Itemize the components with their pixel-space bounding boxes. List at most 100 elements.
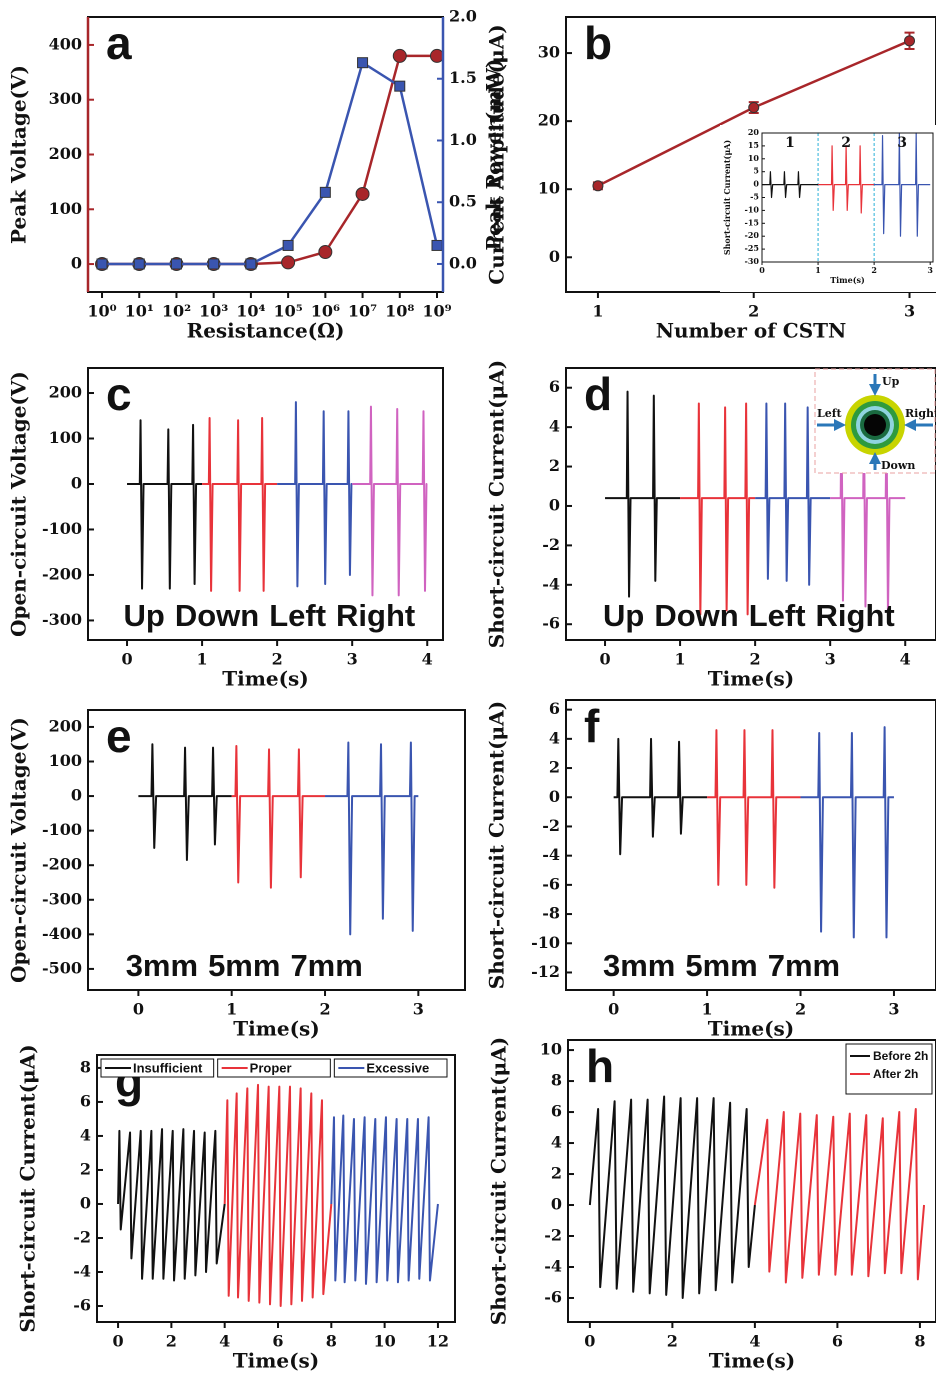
y-axis-title: Short-circuit Current(μA) xyxy=(485,360,509,648)
y-tick-label: 0 xyxy=(71,473,82,492)
panel-label: a xyxy=(106,17,132,69)
x-tick-label: 2 xyxy=(795,1000,806,1019)
legend-label: 3mm xyxy=(126,948,198,983)
y-tick-label: -8 xyxy=(542,904,560,923)
y-tick-label: 6 xyxy=(80,1091,91,1110)
y-tick-label: 0 xyxy=(549,495,560,514)
legend-label: Proper xyxy=(250,1060,292,1075)
y-tick-label: -25 xyxy=(745,243,759,253)
y-tick-label: -5 xyxy=(750,192,759,202)
legend-label: 3 xyxy=(897,135,907,151)
y-tick-label: 8 xyxy=(551,1071,562,1090)
y-tick-label: -30 xyxy=(745,256,760,266)
x-tick-label: 8 xyxy=(914,1332,925,1351)
y-tick-label: 0 xyxy=(71,786,82,805)
x-tick-label: 10⁷ xyxy=(348,302,377,321)
y-tick-label: 0 xyxy=(551,1195,562,1214)
y-tick-label: 6 xyxy=(549,699,560,718)
x-tick-label: 10⁹ xyxy=(422,302,451,321)
y-tick-label: 100 xyxy=(49,751,82,770)
x-tick-label: 4 xyxy=(749,1332,760,1351)
series-line xyxy=(102,61,439,266)
y-tick-label: -10 xyxy=(531,933,560,952)
series-line xyxy=(127,419,203,590)
legend-label: 7mm xyxy=(290,948,362,983)
y2-tick-label: 1.0 xyxy=(449,130,477,149)
series-line xyxy=(102,54,437,266)
y-axis-title: Peak Voltage(V) xyxy=(7,65,31,244)
plot-frame xyxy=(567,1039,936,1323)
y-tick-label: -4 xyxy=(542,845,560,864)
panel-label: f xyxy=(584,700,600,752)
x-tick-label: 10 xyxy=(373,1332,395,1351)
x-tick-label: 2 xyxy=(319,1000,330,1019)
x-tick-label: 0 xyxy=(121,650,132,669)
x-tick-label: 3 xyxy=(927,265,933,275)
orientation-inset: Up Left Right Down xyxy=(814,368,936,474)
x-axis-title: Time(s) xyxy=(708,1017,795,1041)
x-tick-label: 6 xyxy=(272,1332,283,1351)
x-tick-label: 2 xyxy=(748,302,759,321)
y-tick-label: -2 xyxy=(542,535,560,554)
marker xyxy=(170,258,182,270)
marker xyxy=(319,186,331,198)
x-axis-title: Resistance(Ω) xyxy=(187,319,345,343)
marker xyxy=(392,48,407,63)
marker xyxy=(429,48,444,63)
marker xyxy=(394,80,406,92)
series-line xyxy=(613,737,708,856)
y-tick-label: 4 xyxy=(549,728,560,747)
y-tick-label: 100 xyxy=(49,199,82,218)
y-tick-label: 0 xyxy=(549,787,560,806)
y-tick-label: 200 xyxy=(49,716,82,735)
legend-label: Left xyxy=(749,598,806,633)
x-tick-label: 1 xyxy=(702,1000,713,1019)
x-tick-label: 1 xyxy=(815,265,821,275)
y-tick-label: -4 xyxy=(73,1262,91,1281)
plot-frame xyxy=(565,699,936,991)
legend-label: Down xyxy=(654,598,738,633)
y-tick-label: -2 xyxy=(73,1227,91,1246)
legend-label: 5mm xyxy=(685,948,757,983)
y-tick-label: -20 xyxy=(745,230,760,240)
y-tick-label: -2 xyxy=(542,816,560,835)
y-tick-label: 0 xyxy=(71,254,82,273)
x-tick-label: 1 xyxy=(226,1000,237,1019)
legend-box xyxy=(217,1058,331,1078)
marker xyxy=(904,35,916,47)
y-axis-title: Short-circuit Current(μA) xyxy=(722,140,732,256)
x-tick-label: 2 xyxy=(272,650,283,669)
x-axis-title: Time(s) xyxy=(233,1017,320,1041)
series-line xyxy=(874,132,931,237)
panel: -6 -4 -2 0 2 4 6 8 10 0 2 4 6 8 Time(s) Short-circuit C… xyxy=(487,1037,936,1373)
y-tick-label: -200 xyxy=(42,855,82,874)
y-tick-label: -15 xyxy=(745,217,759,227)
series-line xyxy=(231,744,326,889)
x-axis-title: Time(s) xyxy=(709,1349,796,1373)
y2-tick-label: 2.0 xyxy=(449,7,477,26)
x-tick-label: 0 xyxy=(584,1332,595,1351)
y-tick-label: 20 xyxy=(538,111,560,130)
panel: -300 -200 -100 0 100 200 0 1 2 3 4 Time(s) Open-circ… xyxy=(7,367,444,691)
y-axis-title: Short-circuit Current(μA) xyxy=(16,1044,40,1332)
y-axis-title: Open-circuit Voltage(V) xyxy=(7,371,31,637)
y-tick-label: -400 xyxy=(42,924,82,943)
series-line xyxy=(202,417,278,592)
y-tick-label: 6 xyxy=(549,377,560,396)
y-tick-label: 0 xyxy=(753,179,759,189)
legend-label: 3mm xyxy=(603,948,675,983)
marker xyxy=(592,180,604,192)
y2-tick-label: 0.5 xyxy=(449,192,477,211)
x-tick-label: 2 xyxy=(166,1332,177,1351)
marker xyxy=(245,258,257,270)
panel-label: e xyxy=(106,710,132,762)
x-tick-label: 12 xyxy=(427,1332,449,1351)
y-tick-label: 10 xyxy=(540,1040,562,1059)
y-tick-label: 2 xyxy=(549,758,560,777)
marker xyxy=(357,57,369,69)
series-line xyxy=(588,1095,756,1299)
plot-frame xyxy=(565,367,936,641)
x-tick-label: 3 xyxy=(904,302,915,321)
